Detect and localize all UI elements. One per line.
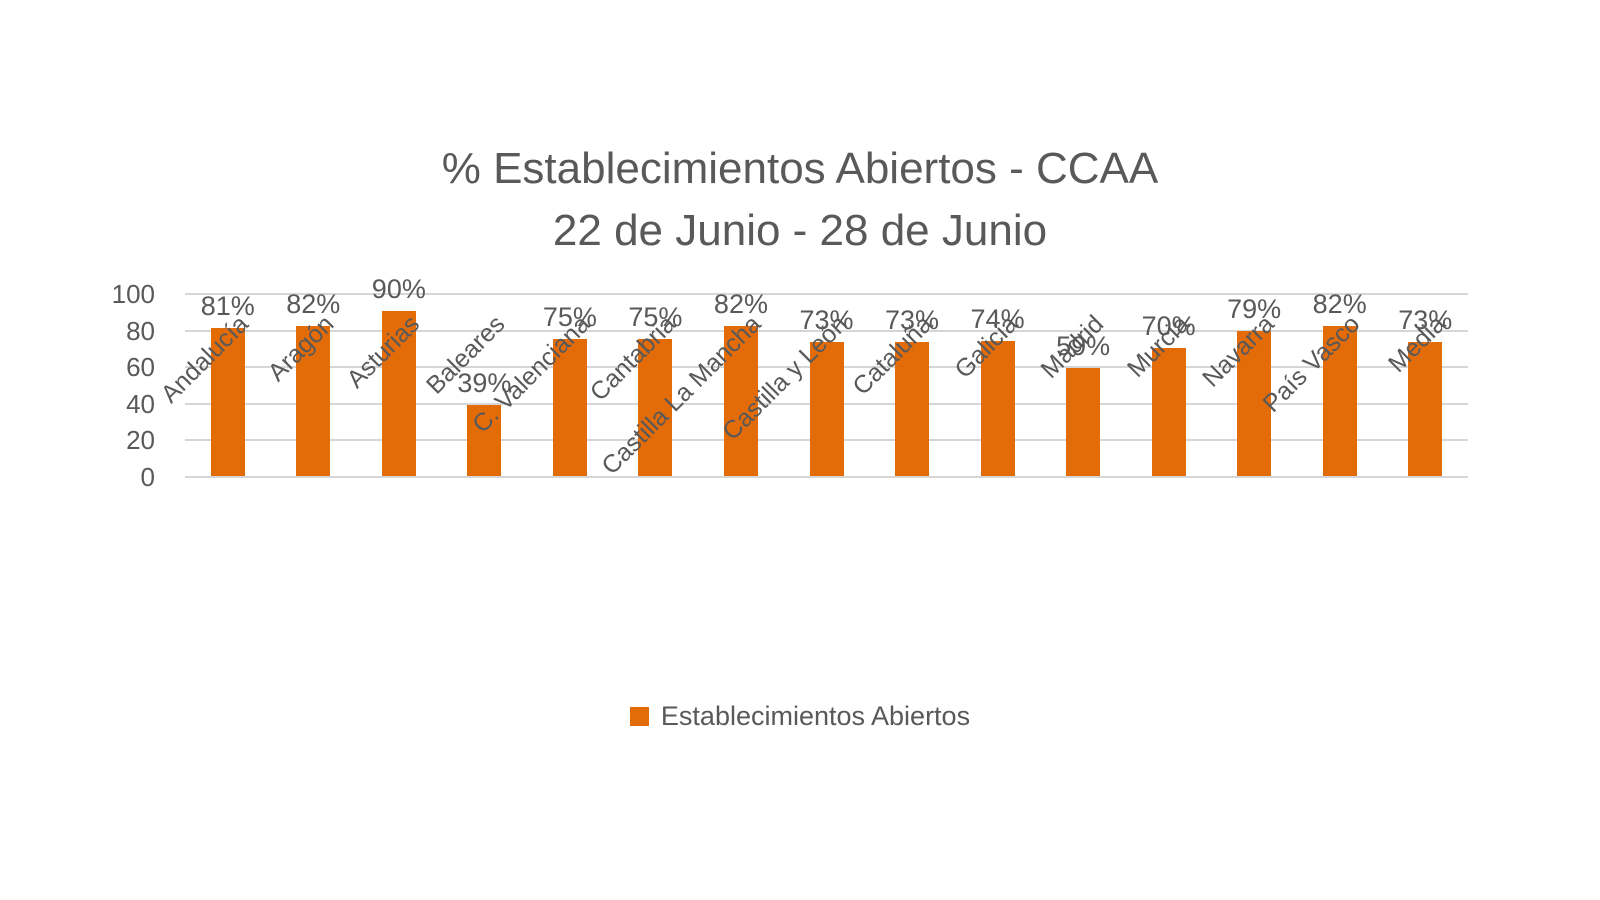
bar <box>210 327 245 476</box>
bar-value-label: 74% <box>970 303 1025 334</box>
chart-title: % Establecimientos Abiertos - CCAA 22 de… <box>0 138 1600 262</box>
y-tick-label: 80 <box>126 315 155 346</box>
bar <box>381 311 416 476</box>
gridline <box>185 329 1468 332</box>
bar <box>296 325 331 476</box>
bar <box>552 338 587 476</box>
bar-value-label: 70% <box>1141 310 1196 341</box>
bar-value-label: 82% <box>713 288 768 319</box>
bar-value-label: 75% <box>542 301 597 332</box>
bar-value-label: 90% <box>371 274 426 305</box>
bar <box>1322 325 1357 476</box>
gridline <box>185 293 1468 295</box>
chart-title-line1: % Establecimientos Abiertos - CCAA <box>441 144 1159 193</box>
bar <box>723 325 758 476</box>
legend-label: Establecimientos Abiertos <box>660 701 971 731</box>
bar <box>809 342 844 476</box>
legend-swatch-icon <box>629 707 649 726</box>
gridline <box>185 476 1468 478</box>
bar <box>1408 342 1443 476</box>
bar-value-label: 73% <box>1398 305 1453 336</box>
bar-value-label: 59% <box>1056 331 1111 362</box>
bar <box>467 404 502 476</box>
y-tick-label: 20 <box>126 425 155 456</box>
bar-value-label: 39% <box>457 367 512 398</box>
bar <box>980 340 1015 476</box>
bar-value-label: 73% <box>799 305 854 336</box>
bar <box>1151 347 1186 476</box>
plot-area: 0 20 40 60 80 100 81% Andalucía 82% Aragón 90% Astu… <box>112 274 1468 492</box>
bar-value-label: 73% <box>885 305 940 336</box>
bar <box>1066 368 1101 476</box>
bar-value-label: 79% <box>1227 294 1282 325</box>
bar <box>895 342 930 476</box>
y-tick-label: 0 <box>140 462 155 492</box>
bar-value-label: 82% <box>1312 288 1367 319</box>
y-tick-label: 40 <box>126 388 155 419</box>
bar-value-label: 82% <box>286 288 341 319</box>
bar-value-label: 81% <box>200 290 255 321</box>
bar <box>638 338 673 476</box>
chart-title-line2: 22 de Junio - 28 de Junio <box>552 206 1048 255</box>
y-tick-label: 60 <box>126 352 155 383</box>
legend: Establecimientos Abiertos <box>0 701 1600 732</box>
bar-value-label: 75% <box>628 301 683 332</box>
y-tick-label: 100 <box>111 279 155 309</box>
bar <box>1237 331 1272 476</box>
